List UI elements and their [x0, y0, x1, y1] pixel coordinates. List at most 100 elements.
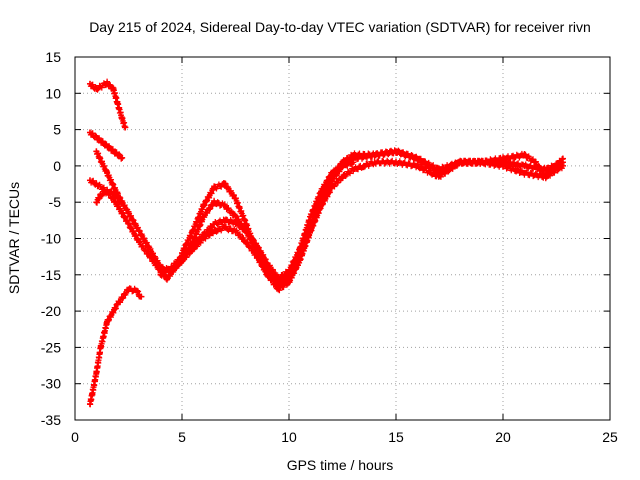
- data-point: [286, 268, 292, 275]
- data-point: [86, 401, 93, 408]
- y-tick-label: 0: [53, 158, 61, 174]
- data-point: [478, 159, 485, 166]
- data-point: [232, 228, 239, 235]
- data-point: [232, 213, 239, 220]
- data-point: [114, 202, 121, 209]
- data-point: [200, 202, 207, 209]
- x-tick-label: 20: [495, 429, 511, 445]
- data-point: [114, 300, 121, 307]
- data-point: [414, 162, 421, 169]
- data-point: [414, 155, 421, 162]
- data-point: [86, 129, 93, 136]
- data-point: [350, 166, 357, 173]
- data-point: [559, 159, 566, 166]
- data-point: [168, 264, 175, 271]
- y-tick-label: -20: [41, 303, 61, 319]
- data-point: [393, 148, 399, 155]
- data-point: [138, 293, 145, 300]
- data-point: [243, 228, 250, 235]
- data-point: [243, 220, 250, 227]
- data-layer: [86, 78, 566, 408]
- y-tick-label: -35: [41, 412, 61, 428]
- data-point: [318, 188, 325, 195]
- data-point: [122, 124, 129, 131]
- data-point: [125, 210, 132, 217]
- data-point: [221, 181, 228, 188]
- data-point: [393, 159, 399, 166]
- y-tick-label: -25: [41, 339, 61, 355]
- data-point: [339, 162, 346, 169]
- data-point: [542, 173, 549, 180]
- data-point: [157, 271, 164, 278]
- data-point: [89, 391, 96, 398]
- data-point: [307, 213, 314, 220]
- series-arc-a: [86, 78, 129, 131]
- data-point: [97, 344, 104, 351]
- ticks: 0 5 10 15 20 25 -35 -30 -25 -20 -15 -10 -5 0 5 10 15: [41, 49, 618, 445]
- data-point: [93, 85, 100, 92]
- data-point: [457, 159, 464, 166]
- data-point: [339, 173, 346, 180]
- data-point: [125, 220, 132, 227]
- y-axis-label: SDTVAR / TECUs: [6, 182, 22, 294]
- data-point: [275, 275, 282, 282]
- data-point: [104, 188, 111, 195]
- data-point: [275, 282, 282, 289]
- y-tick-label: 15: [45, 49, 61, 65]
- data-point: [114, 191, 121, 198]
- data-point: [93, 369, 100, 376]
- data-point: [119, 154, 126, 161]
- data-point: [232, 195, 239, 202]
- data-point: [86, 80, 93, 87]
- data-point: [264, 271, 271, 278]
- data-point: [211, 220, 218, 227]
- y-tick-label: -5: [49, 194, 62, 210]
- series-arc-h: [157, 159, 357, 282]
- x-tick-label: 0: [71, 429, 79, 445]
- data-point: [221, 202, 228, 209]
- data-point: [110, 86, 117, 93]
- data-point: [264, 260, 271, 267]
- data-point: [125, 286, 132, 293]
- data-point: [211, 228, 218, 235]
- data-point: [164, 275, 171, 282]
- data-point: [112, 149, 119, 156]
- y-tick-label: -30: [41, 376, 61, 392]
- data-point: [232, 219, 239, 226]
- data-point: [307, 228, 314, 235]
- data-point: [134, 287, 141, 294]
- data-point: [93, 199, 100, 206]
- data-point: [296, 257, 303, 264]
- data-point: [435, 166, 442, 173]
- data-point: [106, 144, 113, 151]
- data-point: [221, 217, 228, 224]
- y-tick-label: 5: [53, 122, 61, 138]
- x-axis-label: GPS time / hours: [287, 457, 394, 473]
- data-point: [189, 228, 196, 235]
- data-point: [521, 152, 528, 159]
- data-point: [360, 162, 367, 169]
- data-point: [211, 184, 218, 191]
- data-point: [99, 139, 106, 146]
- data-point: [371, 152, 378, 159]
- series-arc-b: [86, 129, 126, 162]
- data-point: [114, 101, 121, 108]
- series-arc-g: [179, 147, 566, 290]
- data-point: [97, 191, 104, 198]
- data-point: [521, 162, 528, 169]
- data-point: [86, 177, 93, 184]
- data-point: [93, 181, 100, 188]
- x-tick-label: 25: [602, 429, 618, 445]
- data-point: [253, 242, 260, 249]
- y-tick-label: -10: [41, 231, 61, 247]
- y-tick-label: 10: [45, 85, 61, 101]
- x-tick-label: 5: [178, 429, 186, 445]
- data-point: [136, 239, 143, 246]
- data-point: [179, 253, 185, 260]
- data-point: [93, 134, 100, 141]
- x-tick-label: 10: [281, 429, 297, 445]
- data-point: [136, 228, 143, 235]
- data-point: [328, 170, 335, 177]
